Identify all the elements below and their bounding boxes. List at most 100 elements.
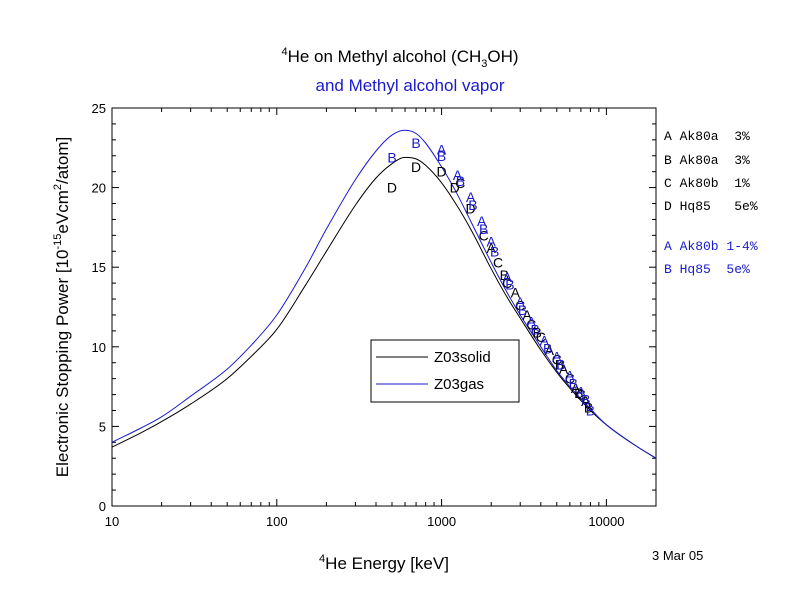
plot-frame <box>111 107 657 507</box>
data-point-b: B <box>456 173 465 189</box>
data-point-a: A <box>571 380 581 396</box>
dataset-ref: B Ak80a 3% <box>664 153 750 168</box>
data-point-a: A <box>522 307 532 323</box>
dataset-ref: A Ak80b 1-4% <box>664 239 758 254</box>
data-point-d: D <box>411 159 421 175</box>
y-axis-label-pre: Electronic Stopping Power [10 <box>53 250 72 478</box>
data-point-a: A <box>552 348 562 364</box>
dataset-ref: C Ak80b 1% <box>664 176 750 191</box>
y-tick-label: 15 <box>92 260 106 275</box>
x-tick-label: 10 <box>105 514 119 529</box>
data-point-b: B <box>437 148 446 164</box>
legend: Z03solid Z03gas <box>370 339 520 403</box>
data-point-c: C <box>565 371 575 387</box>
data-point-c: C <box>526 317 536 333</box>
data-point-a: A <box>466 189 476 205</box>
data-point-b: B <box>518 302 527 318</box>
data-point-b: B <box>569 375 578 391</box>
y-tick-label: 10 <box>92 340 106 355</box>
data-point-c: C <box>576 387 586 403</box>
data-point-b: B <box>556 356 565 372</box>
data-point-a: A <box>581 393 591 409</box>
data-point-b: B <box>584 399 593 415</box>
data-point-b: B <box>411 135 420 151</box>
data-point-b: B <box>531 321 540 337</box>
data-point-a: A <box>453 167 463 183</box>
data-point-b: B <box>479 221 488 237</box>
data-point-b: B <box>490 243 499 259</box>
data-point-a: A <box>545 342 555 358</box>
chart-title-pre: He on Methyl alcohol (CH <box>288 47 482 66</box>
y-axis-label: Electronic Stopping Power [10-15eVcm2/at… <box>52 137 72 478</box>
y-tick-label: 0 <box>99 499 106 514</box>
x-tick-label: 100 <box>266 514 288 529</box>
data-point-b: B <box>586 402 595 418</box>
y-axis-label-mid: eVcm <box>53 190 72 233</box>
data-point-a: A <box>487 234 497 250</box>
curves <box>111 129 657 459</box>
y-tick-labels: 0 5 10 15 20 25 <box>92 101 106 514</box>
x-axis-label-text: He Energy [keV] <box>325 554 449 573</box>
dataset-ref: A Ak80a 3% <box>664 129 750 144</box>
data-point-a: A <box>477 213 487 229</box>
data-point-b: B <box>500 267 509 283</box>
chart-subtitle: and Methyl alcohol vapor <box>315 76 504 95</box>
data-point-b: B <box>387 149 396 165</box>
data-point-b: B <box>581 391 590 407</box>
data-point-c: C <box>515 297 525 313</box>
data-point-b: B <box>574 385 583 401</box>
data-point-a: A <box>437 141 447 157</box>
y-tick-label: 25 <box>92 101 106 116</box>
data-point-d: D <box>466 200 476 216</box>
data-point-a: A <box>527 313 537 329</box>
data-point-d: D <box>437 164 447 180</box>
chart-title-post: OH) <box>487 47 518 66</box>
chart-title-sub: 3 <box>481 58 487 70</box>
y-tick-label: 20 <box>92 181 106 196</box>
dataset-ref: D Hq85 5e% <box>664 199 758 214</box>
data-point-a: A <box>576 383 586 399</box>
data-point-d: D <box>450 180 460 196</box>
legend-box <box>370 339 520 403</box>
chart-title: 4He on Methyl alcohol (CH3OH) <box>281 46 518 70</box>
x-tick-label: 10000 <box>588 514 624 529</box>
data-point-b: B <box>555 356 564 372</box>
x-axis-label: 4He Energy [keV] <box>319 553 449 573</box>
data-point-b: B <box>505 277 514 293</box>
data-point-a: A <box>511 285 521 301</box>
data-point-b: B <box>468 197 477 213</box>
chart-title-sup: 4 <box>281 46 287 58</box>
dataset-ref: B Hq85 5e% <box>664 262 750 277</box>
series-line-z03solid <box>111 156 657 459</box>
data-point-a: A <box>565 367 575 383</box>
data-point-a: A <box>516 294 526 310</box>
x-axis-label-sup: 4 <box>319 553 325 565</box>
legend-label-gas: Z03gas <box>434 376 484 393</box>
legend-label-solid: Z03solid <box>434 349 491 366</box>
dataset-reference-list: A Ak80a 3% B Ak80a 3% C Ak80b 1% D Hq85 5e%… <box>664 129 758 277</box>
data-point-a: A <box>503 269 513 285</box>
data-point-c: C <box>493 254 503 270</box>
y-axis-label-sup1: -15 <box>52 234 64 250</box>
y-axis-label-post: /atom] <box>53 137 72 184</box>
data-point-c: C <box>502 275 512 291</box>
data-point-a: A <box>559 361 569 377</box>
data-point-a: A <box>487 240 497 256</box>
x-tick-labels: 10 100 1000 10000 <box>105 514 625 529</box>
y-axis-label-sup2: 2 <box>52 184 64 190</box>
data-point-c: C <box>536 329 546 345</box>
x-tick-label: 1000 <box>427 514 456 529</box>
series-line-z03gas <box>111 129 657 459</box>
axis-ticks <box>111 107 657 507</box>
data-point-b: B <box>543 340 552 356</box>
data-point-c: C <box>479 227 489 243</box>
date-stamp: 3 Mar 05 <box>652 548 703 563</box>
data-point-d: D <box>387 180 397 196</box>
data-point-b: B <box>532 324 541 340</box>
data-point-a: A <box>540 332 550 348</box>
y-tick-label: 5 <box>99 419 106 434</box>
data-point-c: C <box>552 352 562 368</box>
data-point-c: C <box>455 175 465 191</box>
